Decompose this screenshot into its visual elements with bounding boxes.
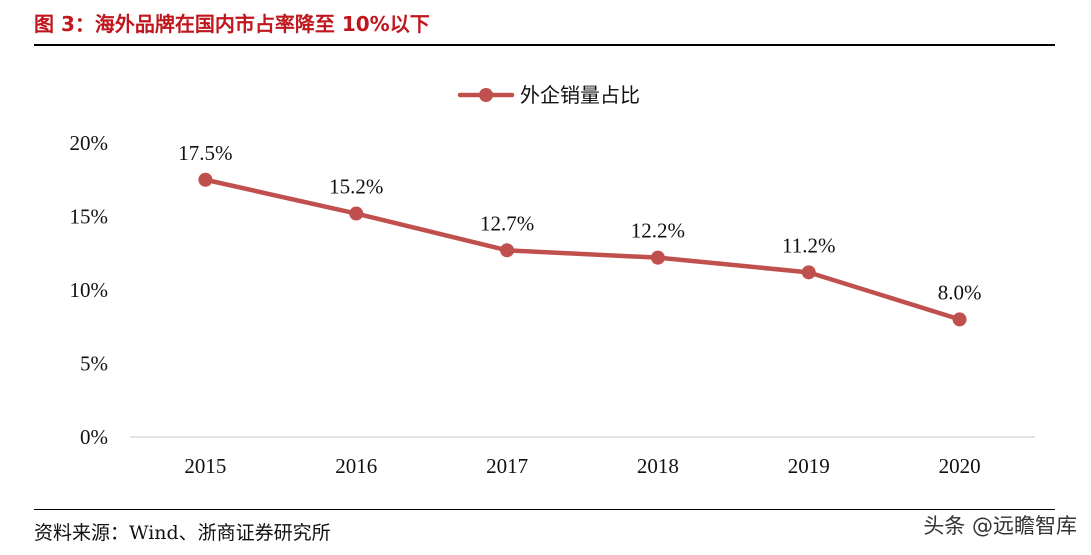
data-point [952, 312, 967, 327]
y-tick-label: 10% [70, 278, 109, 302]
y-tick-label: 20% [70, 131, 109, 155]
data-point [198, 172, 213, 187]
data-label: 8.0% [938, 280, 982, 304]
source-note: 资料来源：Wind、浙商证券研究所 [34, 522, 331, 544]
title-rule [34, 44, 1055, 46]
x-tick-label: 2019 [788, 454, 830, 478]
series-line [203, 177, 962, 322]
data-point [349, 206, 364, 221]
data-point [650, 250, 665, 265]
x-tick-label: 2015 [184, 454, 226, 478]
legend-label: 外企销量占比 [520, 83, 640, 107]
data-label: 15.2% [329, 175, 383, 199]
data-point [500, 243, 515, 258]
y-axis: 0% 5% 10% 15% 20% [70, 131, 109, 449]
x-tick-label: 2018 [637, 454, 679, 478]
y-tick-label: 0% [80, 425, 108, 449]
data-point [801, 265, 816, 280]
y-tick-label: 15% [70, 205, 109, 229]
x-tick-label: 2016 [335, 454, 377, 478]
x-tick-label: 2020 [939, 454, 981, 478]
series-group: 17.5% 15.2% 12.7% 12.2% 11.2% 8.0% [178, 141, 981, 327]
legend-marker [479, 88, 493, 102]
data-label: 12.2% [631, 219, 685, 243]
watermark: 头条 @远瞻智库 [923, 514, 1077, 538]
data-label: 17.5% [178, 141, 232, 165]
data-label: 12.7% [480, 211, 534, 235]
x-tick-label: 2017 [486, 454, 528, 478]
figure-title: 图 3：海外品牌在国内市占率降至 10%以下 [34, 12, 430, 36]
legend: 外企销量占比 [457, 83, 640, 107]
x-axis: 2015 2016 2017 2018 2019 2020 [130, 436, 1035, 478]
source-rule [34, 509, 1055, 510]
y-tick-label: 5% [80, 352, 108, 376]
data-label: 11.2% [782, 233, 835, 257]
